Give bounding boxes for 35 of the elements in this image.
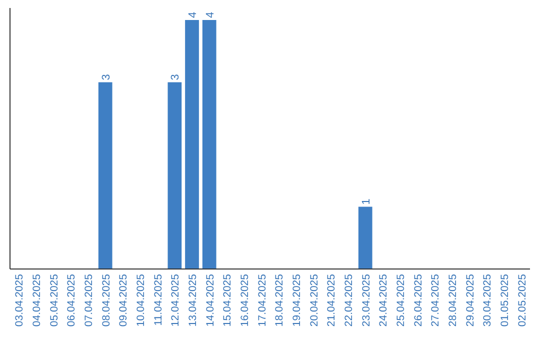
x-tick-label: 11.04.2025	[152, 274, 164, 326]
data-label: 3	[100, 74, 112, 80]
x-tick-label: 17.04.2025	[256, 274, 268, 327]
data-label: 4	[204, 12, 216, 18]
x-tick-label: 21.04.2025	[326, 274, 338, 327]
x-tick-label: 08.04.2025	[100, 274, 112, 327]
data-label: 4	[187, 12, 199, 18]
data-label: 1	[360, 198, 372, 205]
x-tick-label: 28.04.2025	[447, 274, 459, 327]
x-tick-label: 03.04.2025	[14, 274, 26, 327]
x-tick-label: 13.04.2025	[187, 274, 199, 327]
x-tick-label: 10.04.2025	[135, 274, 147, 327]
x-tick-label: 19.04.2025	[291, 274, 303, 327]
x-tick-label: 16.04.2025	[239, 274, 251, 327]
x-tick-label: 15.04.2025	[222, 274, 234, 327]
x-tick-label: 04.04.2025	[31, 274, 43, 327]
x-tick-label: 26.04.2025	[412, 274, 424, 327]
x-tick-label: 06.04.2025	[66, 274, 78, 327]
x-tick-label: 14.04.2025	[204, 274, 216, 327]
x-tick-label: 07.04.2025	[83, 274, 95, 327]
x-tick-label: 01.05.2025	[499, 274, 511, 327]
x-tick-label: 02.05.2025	[516, 274, 528, 327]
x-tick-label: 25.04.2025	[395, 274, 407, 327]
x-tick-label: 09.04.2025	[118, 274, 130, 327]
x-tick-label: 29.04.2025	[464, 274, 476, 327]
x-tick-label: 30.04.2025	[482, 274, 494, 327]
x-tick-label: 23.04.2025	[360, 274, 372, 327]
x-tick-label: 27.04.2025	[430, 274, 442, 327]
data-label: 3	[170, 74, 182, 80]
x-tick-label: 05.04.2025	[48, 274, 60, 327]
x-tick-label: 22.04.2025	[343, 274, 355, 327]
x-tick-label: 12.04.2025	[170, 274, 182, 327]
x-tick-label: 24.04.2025	[378, 274, 390, 327]
x-tick-label: 18.04.2025	[274, 274, 286, 327]
x-tick-label: 20.04.2025	[308, 274, 320, 327]
